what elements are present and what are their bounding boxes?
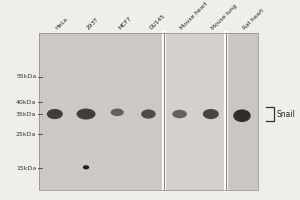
Text: Rat heart: Rat heart [242,8,265,31]
Text: Snail: Snail [277,110,296,119]
Text: 55kDa: 55kDa [16,74,36,79]
Text: 40kDa: 40kDa [16,100,36,105]
Text: 293T: 293T [86,17,100,31]
Bar [164,33,226,190]
Text: 25kDa: 25kDa [16,132,36,137]
Ellipse shape [83,165,89,169]
Text: MCF7: MCF7 [117,16,132,31]
Bar [226,33,258,190]
Ellipse shape [141,109,156,119]
Ellipse shape [172,110,187,118]
Text: Mouse lung: Mouse lung [211,4,238,31]
Text: DU145: DU145 [148,14,166,31]
Text: 35kDa: 35kDa [16,112,36,117]
Ellipse shape [233,109,251,122]
Ellipse shape [111,109,124,116]
Ellipse shape [47,109,63,119]
Ellipse shape [76,109,95,120]
Ellipse shape [203,109,219,119]
Text: Mouse heart: Mouse heart [180,2,209,31]
Bar [39,33,164,190]
Bar [164,33,226,190]
Text: HeLa: HeLa [55,17,69,31]
Bar [39,33,164,190]
Bar [226,33,258,190]
Text: 15kDa: 15kDa [16,166,36,171]
